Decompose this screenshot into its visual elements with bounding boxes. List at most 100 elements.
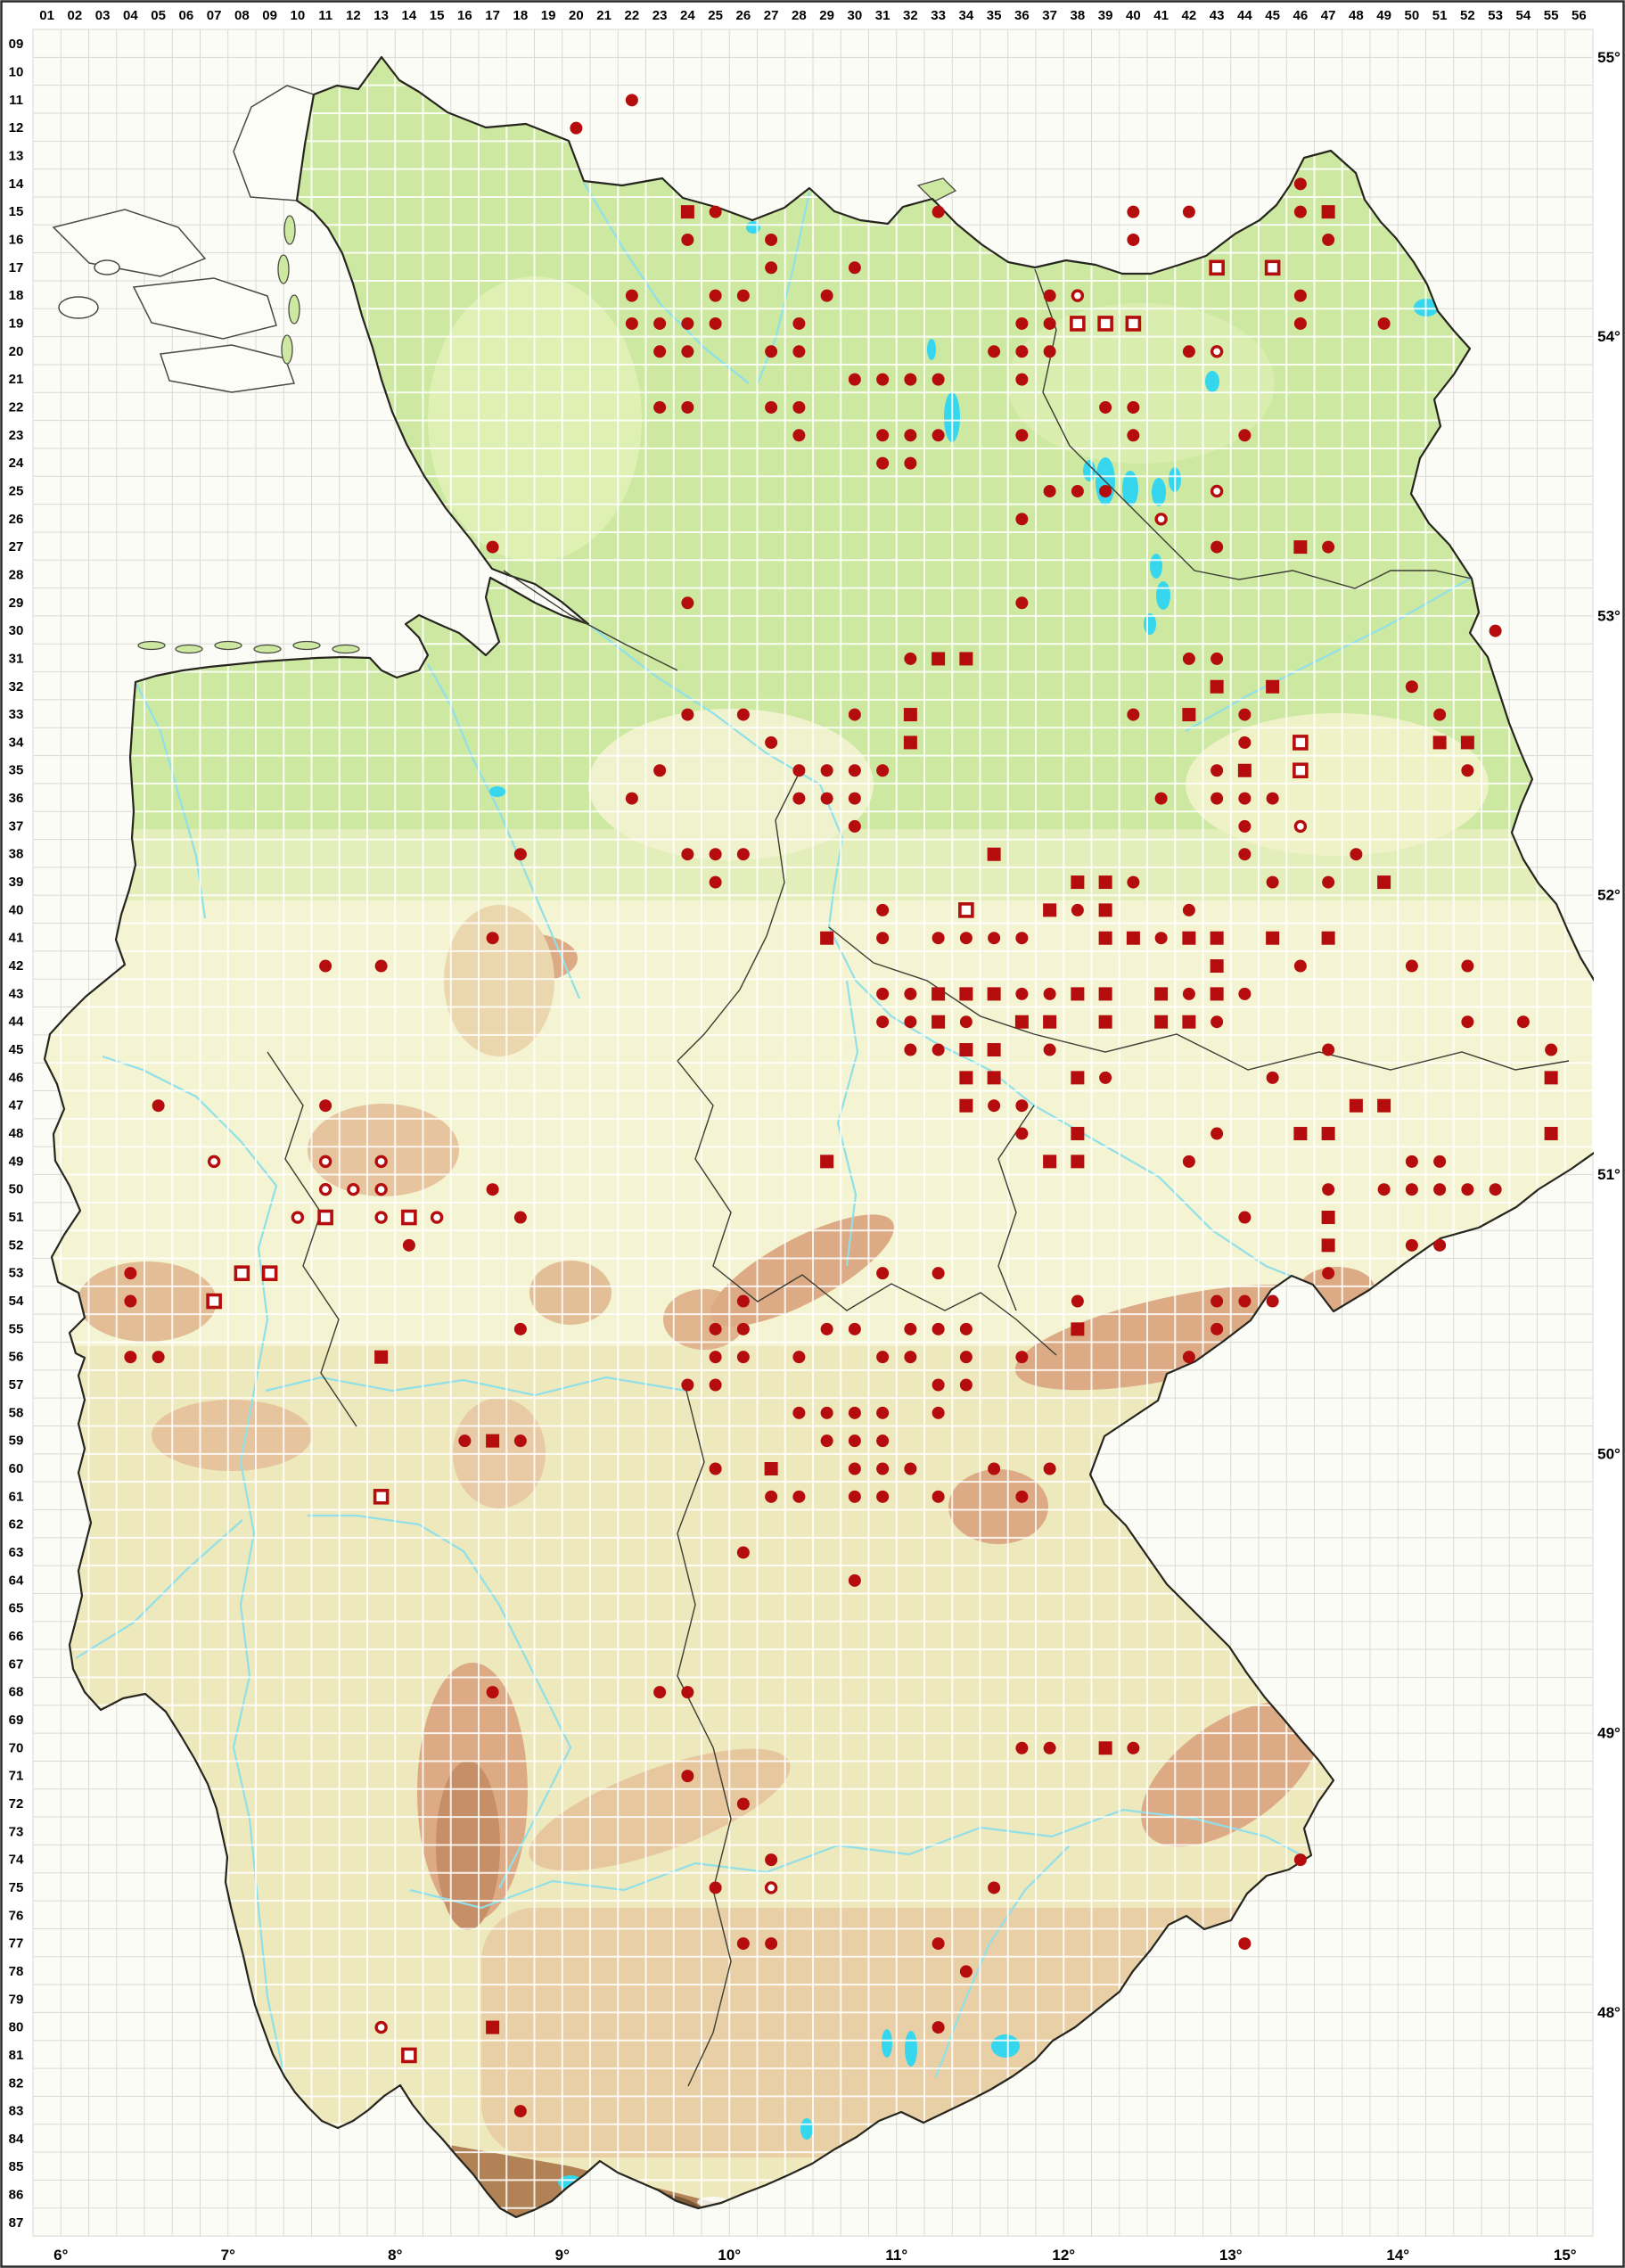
marker-d-27-16[interactable] <box>765 233 778 246</box>
marker-d-30-17[interactable] <box>848 261 861 275</box>
marker-d-37-18[interactable] <box>1043 289 1056 302</box>
marker-s-37-40[interactable] <box>1043 903 1057 917</box>
marker-d-16-59[interactable] <box>458 1434 472 1448</box>
marker-d-43-36[interactable] <box>1211 792 1224 805</box>
marker-s-39-41[interactable] <box>1098 931 1112 945</box>
marker-d-36-20[interactable] <box>1015 345 1029 358</box>
marker-q-45-17[interactable] <box>1264 259 1281 276</box>
marker-d-34-41[interactable] <box>959 932 973 945</box>
marker-d-40-23[interactable] <box>1127 429 1140 442</box>
marker-d-33-23[interactable] <box>932 429 945 442</box>
marker-q-46-34[interactable] <box>1293 735 1309 751</box>
marker-q-14-81[interactable] <box>401 2047 417 2064</box>
marker-s-38-48[interactable] <box>1071 1127 1085 1141</box>
marker-d-26-18[interactable] <box>736 289 750 302</box>
marker-d-42-56[interactable] <box>1182 1351 1195 1364</box>
marker-d-25-75[interactable] <box>709 1881 722 1894</box>
marker-s-39-44[interactable] <box>1098 1015 1112 1029</box>
marker-d-41-41[interactable] <box>1154 932 1168 945</box>
marker-d-4-56[interactable] <box>124 1351 137 1364</box>
marker-s-45-32[interactable] <box>1266 679 1280 694</box>
marker-d-24-68[interactable] <box>681 1686 694 1699</box>
marker-d-31-58[interactable] <box>876 1406 890 1419</box>
marker-d-43-48[interactable] <box>1211 1127 1224 1140</box>
marker-d-26-77[interactable] <box>736 1937 750 1951</box>
marker-s-47-15[interactable] <box>1321 205 1335 219</box>
marker-d-36-61[interactable] <box>1015 1490 1029 1503</box>
marker-d-28-23[interactable] <box>792 429 806 442</box>
marker-d-32-43[interactable] <box>904 987 917 1000</box>
marker-d-39-22[interactable] <box>1099 400 1112 414</box>
marker-d-45-36[interactable] <box>1266 792 1279 805</box>
marker-q-9-53[interactable] <box>261 1265 278 1281</box>
marker-d-14-52[interactable] <box>402 1238 415 1252</box>
marker-d-42-15[interactable] <box>1182 205 1195 218</box>
marker-s-43-43[interactable] <box>1210 987 1224 1001</box>
marker-d-31-40[interactable] <box>876 903 890 916</box>
marker-d-40-22[interactable] <box>1127 400 1140 414</box>
marker-d-36-29[interactable] <box>1015 596 1029 610</box>
marker-s-13-56[interactable] <box>374 1350 389 1364</box>
marker-q-43-17[interactable] <box>1209 259 1225 276</box>
marker-s-39-43[interactable] <box>1098 987 1112 1001</box>
marker-d-36-48[interactable] <box>1015 1127 1029 1140</box>
marker-d-36-43[interactable] <box>1015 987 1029 1000</box>
marker-s-49-39[interactable] <box>1377 875 1391 890</box>
marker-d-49-19[interactable] <box>1377 316 1391 330</box>
marker-s-34-43[interactable] <box>959 987 973 1001</box>
marker-s-40-41[interactable] <box>1126 931 1140 945</box>
marker-s-32-34[interactable] <box>903 735 917 750</box>
marker-d-27-17[interactable] <box>765 261 778 275</box>
marker-d-17-50[interactable] <box>486 1183 499 1196</box>
marker-d-28-20[interactable] <box>792 345 806 358</box>
marker-d-53-30[interactable] <box>1489 624 1502 637</box>
marker-d-35-60[interactable] <box>988 1462 1001 1475</box>
marker-d-30-35[interactable] <box>848 764 861 777</box>
marker-q-46-35[interactable] <box>1293 762 1309 779</box>
marker-d-33-57[interactable] <box>932 1378 945 1392</box>
marker-d-23-22[interactable] <box>653 400 667 414</box>
marker-d-32-44[interactable] <box>904 1015 917 1029</box>
marker-d-24-33[interactable] <box>681 708 694 721</box>
marker-d-44-43[interactable] <box>1238 987 1252 1000</box>
marker-s-42-44[interactable] <box>1182 1015 1196 1029</box>
marker-d-41-36[interactable] <box>1154 792 1168 805</box>
marker-s-35-46[interactable] <box>987 1071 1001 1085</box>
marker-d-38-25[interactable] <box>1071 484 1084 497</box>
marker-d-17-27[interactable] <box>486 540 499 554</box>
marker-d-35-47[interactable] <box>988 1099 1001 1113</box>
marker-d-27-77[interactable] <box>765 1937 778 1951</box>
marker-d-43-54[interactable] <box>1211 1294 1224 1308</box>
marker-d-55-45[interactable] <box>1545 1043 1558 1056</box>
marker-s-55-48[interactable] <box>1544 1127 1558 1141</box>
marker-d-42-40[interactable] <box>1182 903 1195 916</box>
marker-d-37-45[interactable] <box>1043 1043 1056 1056</box>
marker-s-47-51[interactable] <box>1321 1211 1335 1225</box>
marker-d-40-39[interactable] <box>1127 875 1140 889</box>
marker-d-34-55[interactable] <box>959 1322 973 1335</box>
marker-d-26-56[interactable] <box>736 1351 750 1364</box>
marker-d-26-63[interactable] <box>736 1546 750 1559</box>
marker-d-30-37[interactable] <box>848 819 861 833</box>
marker-d-32-56[interactable] <box>904 1351 917 1364</box>
marker-d-43-35[interactable] <box>1211 764 1224 777</box>
marker-d-31-44[interactable] <box>876 1015 890 1029</box>
marker-d-25-18[interactable] <box>709 289 722 302</box>
marker-d-51-49[interactable] <box>1433 1155 1447 1168</box>
marker-o-27-75[interactable] <box>764 1881 778 1894</box>
marker-d-4-53[interactable] <box>124 1267 137 1280</box>
marker-d-33-53[interactable] <box>932 1267 945 1280</box>
marker-s-33-43[interactable] <box>932 987 946 1001</box>
marker-d-45-46[interactable] <box>1266 1071 1279 1084</box>
marker-d-37-43[interactable] <box>1043 987 1056 1000</box>
marker-q-14-51[interactable] <box>401 1209 417 1226</box>
marker-d-29-58[interactable] <box>820 1406 833 1419</box>
marker-s-39-70[interactable] <box>1098 1741 1112 1755</box>
marker-d-34-57[interactable] <box>959 1378 973 1392</box>
marker-d-24-16[interactable] <box>681 233 694 246</box>
marker-d-24-20[interactable] <box>681 345 694 358</box>
marker-d-26-38[interactable] <box>736 848 750 861</box>
marker-s-43-42[interactable] <box>1210 959 1224 974</box>
marker-d-44-23[interactable] <box>1238 429 1252 442</box>
marker-d-44-38[interactable] <box>1238 848 1252 861</box>
